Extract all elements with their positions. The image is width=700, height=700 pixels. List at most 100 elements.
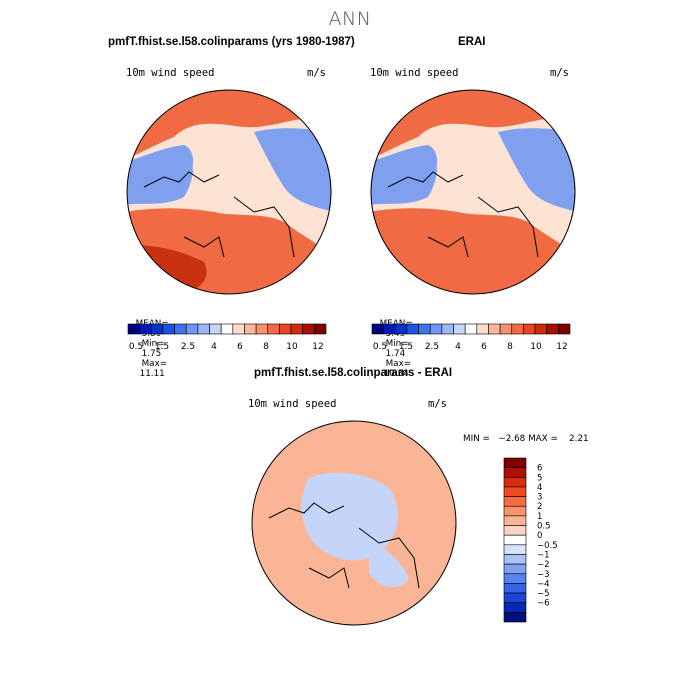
panel-2-coast <box>387 171 539 258</box>
diff-panel-map <box>251 420 457 626</box>
colorbar-swatch <box>453 323 466 335</box>
colorbar-diff-tick-label: −0.5 <box>537 541 558 551</box>
colorbar-swatch <box>546 323 559 335</box>
colorbar-diff-tick-label: −1 <box>537 550 550 560</box>
colorbar-tick-label: 4 <box>211 342 217 352</box>
colorbar-diff-swatch <box>503 505 527 517</box>
colorbar-tick-label: 0.5 <box>373 342 387 352</box>
colorbar-diff-swatch <box>503 467 527 478</box>
panel-2-variable: 10m wind speed <box>370 67 459 79</box>
panel-2-max-label: Max= <box>385 359 412 369</box>
panel-1-map <box>126 89 332 295</box>
colorbar-diff-swatch <box>503 486 527 497</box>
diff-panel-stats: MIN = −2.68 MAX = 2.21 <box>463 434 589 444</box>
colorbar-diff-swatch <box>503 534 527 546</box>
colorbar-swatch <box>394 323 408 335</box>
colorbar-diff-swatch <box>503 525 527 536</box>
colorbar-diff-tick-label: −6 <box>537 599 550 609</box>
panel-1-min-label: Min= <box>141 339 165 349</box>
diff-panel-units: m/s <box>428 398 447 410</box>
colorbar-diff-tick-label: 0.5 <box>537 522 551 532</box>
colorbar-diff-swatch <box>503 496 527 507</box>
colorbar-swatch <box>244 323 257 335</box>
colorbar-diff-swatch <box>503 515 527 526</box>
figure-title: ANN <box>328 8 372 30</box>
colorbar-diff-swatch <box>503 573 527 584</box>
colorbar-diff-swatch <box>503 476 527 488</box>
panel-1-units: m/s <box>307 67 326 79</box>
panel-1-min: 1.75 <box>141 349 162 359</box>
diff-coast <box>268 502 420 589</box>
colorbar-swatch <box>209 323 222 335</box>
colorbar-swatch <box>314 323 327 335</box>
colorbar-swatch <box>534 323 548 335</box>
colorbar-diff-swatch <box>503 563 527 575</box>
colorbar-tick-label: 10 <box>286 342 298 352</box>
colorbar-swatch <box>150 323 164 335</box>
colorbar-diff-swatch <box>503 457 527 468</box>
panel-2-min: 1.74 <box>385 349 406 359</box>
diff-region-canada <box>369 538 409 588</box>
colorbar-swatch <box>255 323 269 335</box>
panel-1-max: 11.11 <box>139 369 165 379</box>
colorbar-swatch <box>290 323 304 335</box>
colorbar-panel-2: 0.5 1.5 2.5 4 6 8 10 12 <box>371 323 571 352</box>
colorbar-swatch <box>511 323 524 335</box>
colorbar-tick-label: 0.5 <box>129 342 143 352</box>
panel-2-min-label: Min= <box>385 339 409 349</box>
colorbar-swatch <box>558 323 571 335</box>
panel-1-title: pmfT.fhist.se.l58.colinparams (yrs 1980-… <box>108 36 355 48</box>
colorbar-swatch <box>232 323 245 335</box>
colorbar-diff-tick-label: −4 <box>537 579 550 589</box>
colorbar-diff-swatch <box>503 554 527 565</box>
colorbar-tick-label: 1.5 <box>155 342 169 352</box>
colorbar-swatch <box>220 323 234 335</box>
panel-1-region-central <box>192 151 260 196</box>
colorbar-diff-tick-label: 2 <box>537 502 542 512</box>
panel-2-map-border <box>370 89 576 295</box>
panel-2-title: ERAI <box>458 36 486 48</box>
colorbar-diff-tick-label: 5 <box>537 473 542 483</box>
colorbar-swatch <box>279 323 292 335</box>
colorbar-tick-label: 12 <box>556 342 567 352</box>
colorbar-tick-label: 12 <box>312 342 323 352</box>
colorbar-tick-label: 4 <box>455 342 461 352</box>
colorbar-tick-label: 6 <box>481 342 487 352</box>
colorbar-tick-label: 1.5 <box>399 342 413 352</box>
panel-1-region-siberia <box>127 145 194 205</box>
colorbar-swatch <box>476 323 489 335</box>
colorbar-diff-swatch <box>503 583 527 594</box>
colorbar-swatch <box>162 323 175 335</box>
colorbar-swatch <box>302 323 315 335</box>
colorbar-tick-label: 2.5 <box>181 342 195 352</box>
diff-panel-variable: 10m wind speed <box>248 398 337 410</box>
colorbar-swatch <box>418 323 431 335</box>
colorbar-diff-swatch <box>503 602 527 613</box>
colorbar-tick-label: 10 <box>530 342 542 352</box>
panel-2-region-atlantic <box>371 208 575 294</box>
colorbar-tick-label: 6 <box>237 342 243 352</box>
colorbar-diff-tick-label: 3 <box>537 493 542 503</box>
colorbar-swatch <box>499 323 513 335</box>
colorbar-swatch <box>523 323 536 335</box>
colorbar-swatch <box>139 323 152 335</box>
colorbar-diff-tick-label: 1 <box>537 512 542 522</box>
colorbar-swatch <box>406 323 419 335</box>
colorbar-diff-tick-label: 6 <box>537 464 542 474</box>
colorbar-diff-swatch <box>503 544 527 555</box>
panel-2-region-central <box>436 151 504 196</box>
panel-1-coast <box>143 171 295 258</box>
panel-2-map <box>370 89 576 295</box>
colorbar-swatch <box>197 323 210 335</box>
colorbar-diff-tick-label: 4 <box>537 483 542 493</box>
colorbar-swatch <box>441 323 454 335</box>
colorbar-diff-tick-label: −2 <box>537 560 550 570</box>
panel-2-region-siberia <box>371 145 438 205</box>
colorbar-diff-swatch <box>503 612 527 623</box>
colorbar-swatch <box>371 323 384 335</box>
panel-2-units: m/s <box>550 67 569 79</box>
panel-2-region-canada <box>498 128 575 212</box>
colorbar-diff-tick-label: −5 <box>537 589 550 599</box>
diff-panel-map-border <box>251 420 457 626</box>
